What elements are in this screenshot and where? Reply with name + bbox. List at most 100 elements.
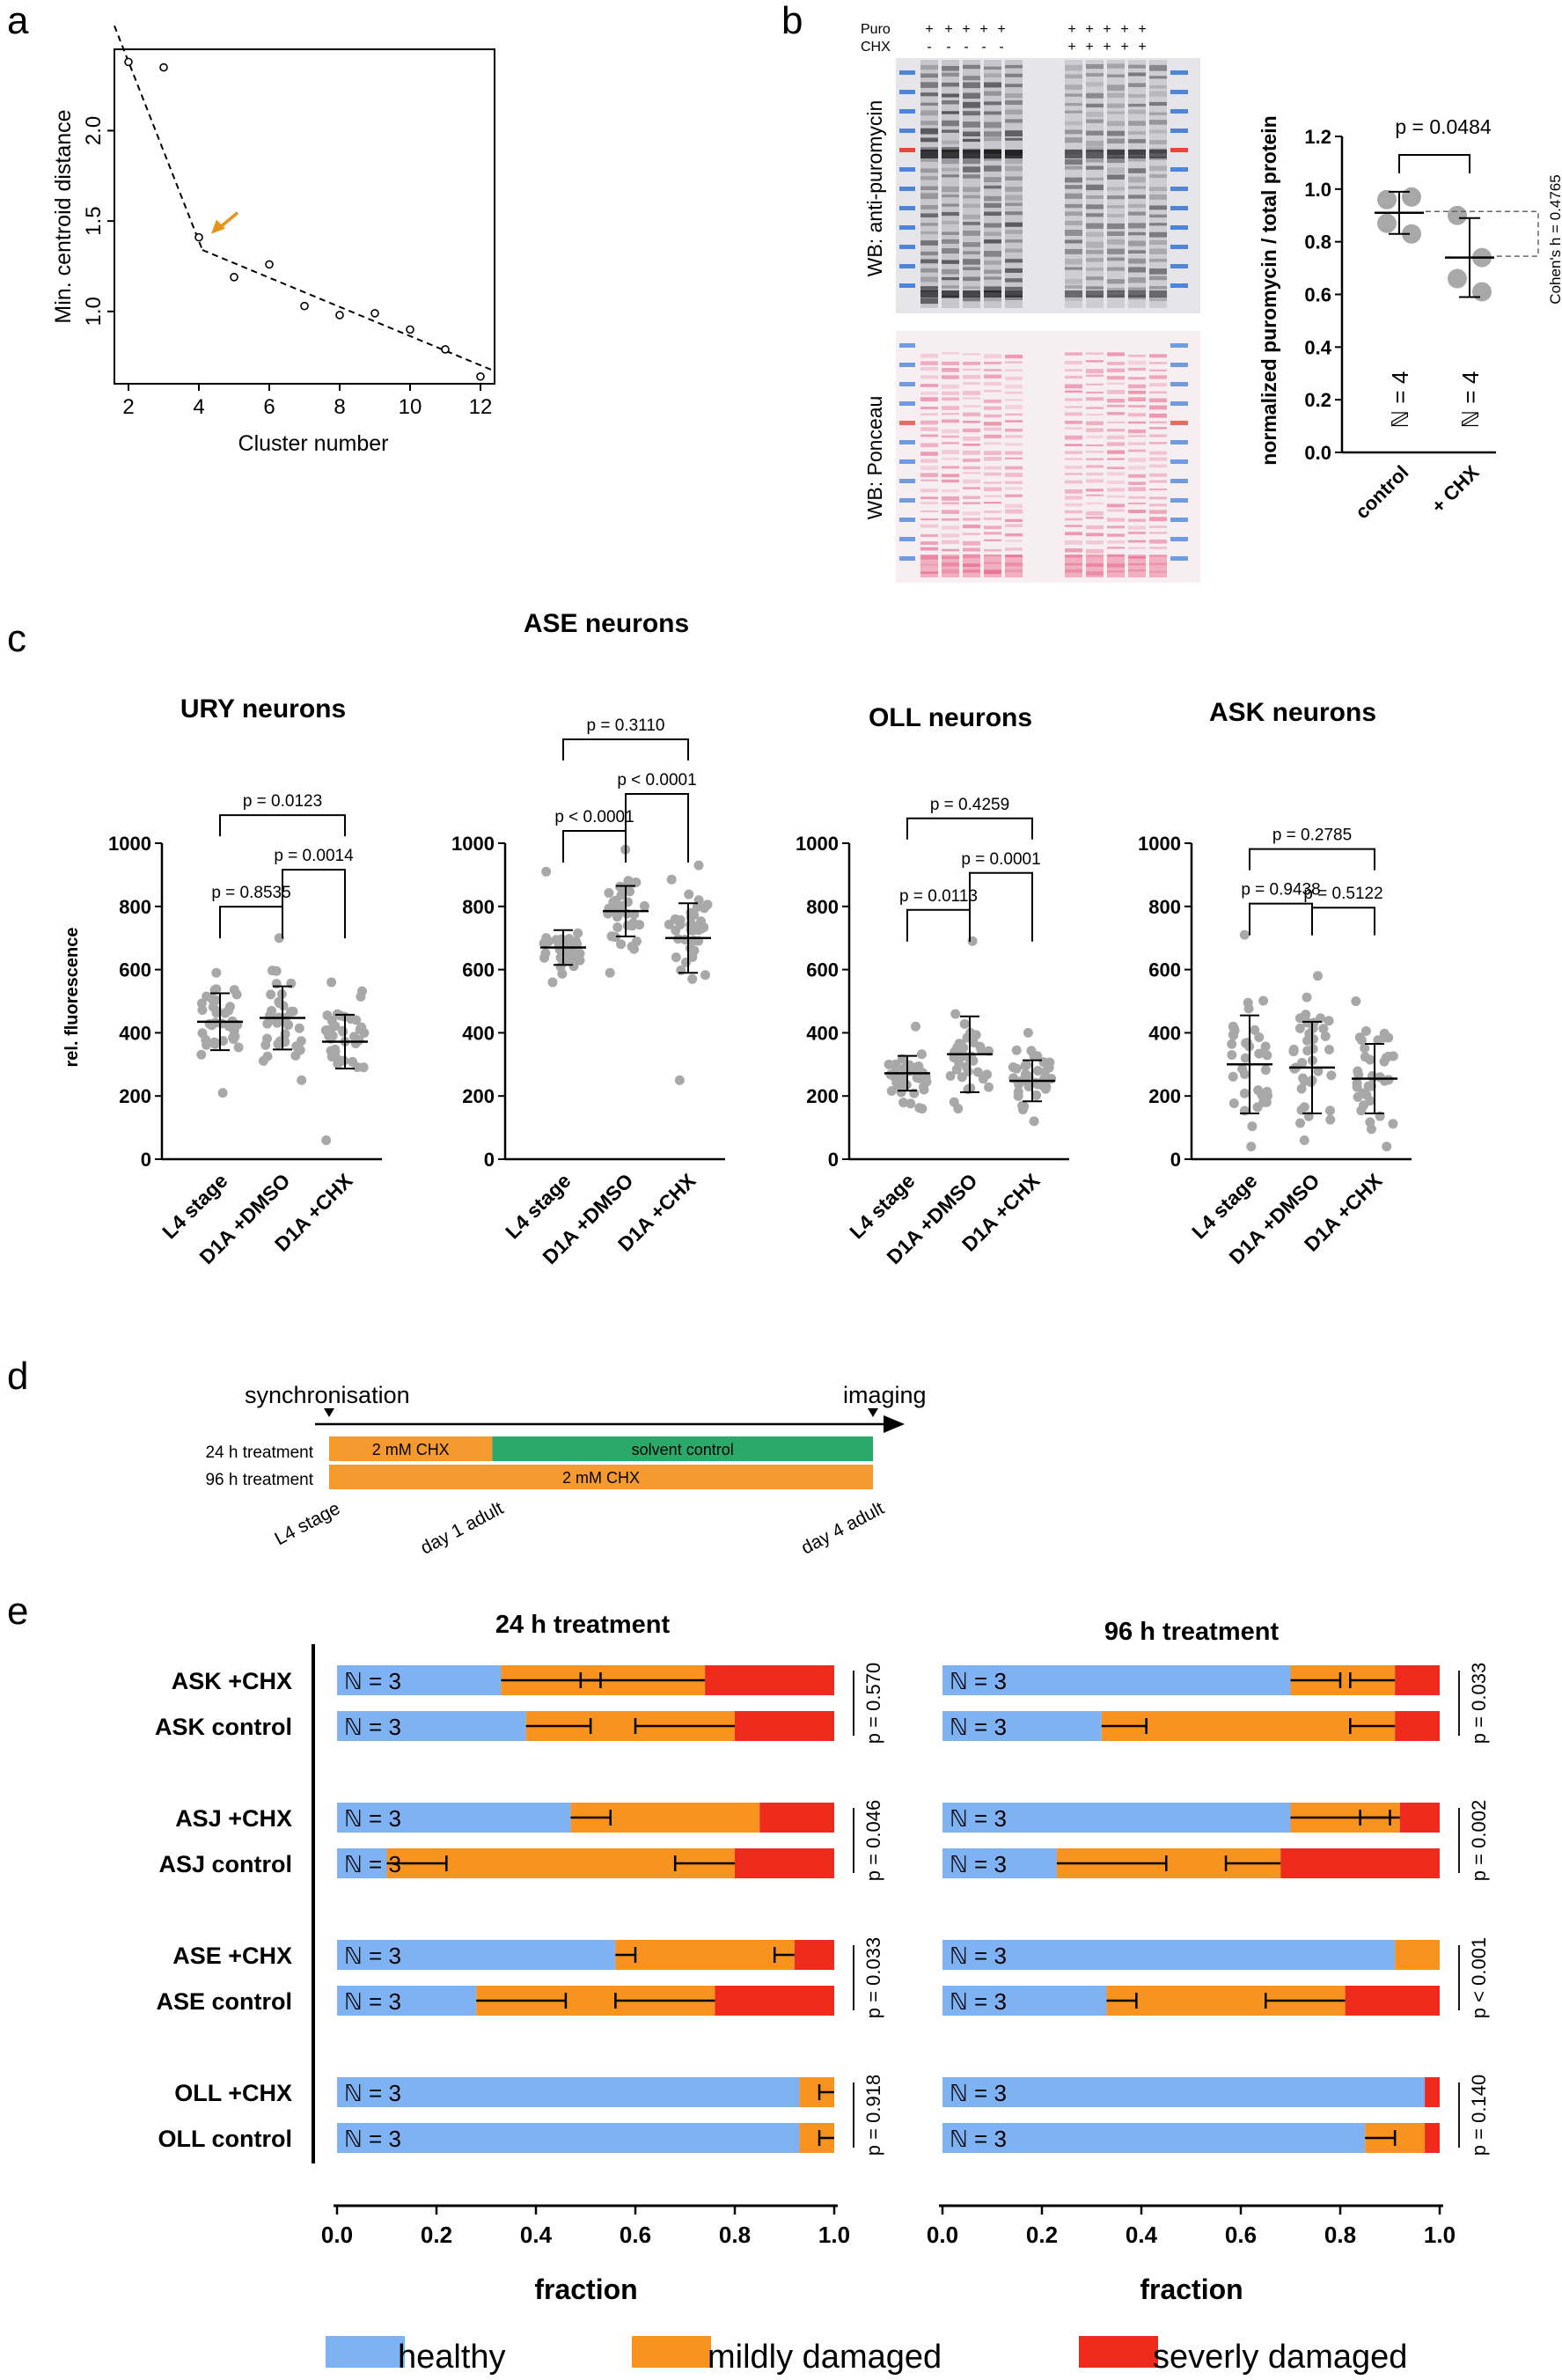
blot-band	[963, 82, 980, 89]
panel-e-row-label: OLL +CHX	[174, 2080, 292, 2106]
blot-lanes	[899, 60, 1188, 308]
blot-band	[1149, 223, 1167, 226]
blot-band	[1005, 130, 1023, 137]
ponceau-band	[942, 352, 959, 355]
panel-e-bar-healthy	[942, 1848, 1057, 1878]
blot-band	[984, 231, 1001, 236]
ponceau-band	[1005, 457, 1023, 459]
blot-band	[1149, 239, 1167, 245]
ponceau-band	[984, 548, 1001, 552]
panel-c-ytick-label: 1000	[796, 833, 839, 855]
ponceau-band	[920, 459, 938, 463]
panel-a-point	[230, 273, 238, 282]
panel-e-bar-healthy	[337, 1848, 387, 1878]
panel-e-bar-healthy	[337, 2077, 800, 2107]
blot-band	[963, 158, 980, 165]
blot-band	[1128, 186, 1146, 189]
ponceau-band	[942, 361, 959, 366]
ponceau-band	[1086, 374, 1104, 378]
blot-band	[920, 121, 938, 126]
panel-c-ytick-label: 200	[119, 1085, 151, 1107]
panel-c-point	[896, 1087, 906, 1098]
ponceau-band	[1065, 412, 1082, 416]
panel-c-point	[326, 977, 337, 988]
blot-band	[1128, 139, 1146, 143]
ponceau-ladder-band	[1170, 537, 1188, 541]
ponceau-band	[1128, 481, 1146, 485]
blot-band-strong	[920, 150, 938, 158]
panel-c-point	[687, 973, 698, 984]
ponceau-band	[942, 474, 959, 478]
blot-band	[1086, 103, 1104, 108]
ponceau-band	[1149, 473, 1167, 477]
blot-sign-chx: +	[1067, 40, 1075, 55]
ponceau-band	[1086, 488, 1104, 492]
blot-band	[963, 92, 980, 99]
ponceau-band	[963, 368, 980, 371]
ponceau-band	[1065, 421, 1082, 424]
blot-sign-chx: -	[946, 40, 950, 55]
blot-band	[920, 82, 938, 88]
ponceau-band	[942, 442, 959, 444]
panel-c-point	[1228, 1098, 1239, 1109]
blot-lane	[1107, 60, 1125, 308]
blot-band	[1107, 84, 1125, 92]
ponceau-band	[1005, 466, 1023, 470]
blot-band	[1107, 214, 1125, 217]
ponceau-band	[920, 434, 938, 437]
ponceau-band	[1065, 496, 1082, 500]
ponceau-band	[1005, 429, 1023, 432]
ponceau-band	[1107, 382, 1125, 385]
blot-band	[942, 129, 959, 133]
panel-c-point	[262, 1051, 273, 1061]
ponceau-band-bottom	[963, 555, 980, 577]
ponceau-band	[920, 541, 938, 545]
blot-band	[1086, 267, 1104, 271]
panel-c-point	[266, 989, 276, 1000]
panel-c-point	[898, 1098, 909, 1108]
panel-c-point	[606, 931, 617, 942]
blot-band	[942, 140, 959, 144]
ponceau-band	[1005, 569, 1023, 573]
legend-swatch-healthy	[326, 2336, 405, 2368]
ponceau-band	[963, 496, 980, 499]
blot-band	[920, 276, 938, 283]
panel-c-bracket-ab-label: p < 0.0001	[554, 808, 634, 826]
blot-anti-puromycin	[896, 58, 1200, 313]
blot-band-strong	[942, 290, 959, 298]
panel-c-point	[1299, 1076, 1309, 1086]
blot-band	[1107, 231, 1125, 237]
blot-ladder-band	[899, 245, 915, 249]
blot-band	[984, 269, 1001, 274]
panel-c-bracket-bc	[1311, 907, 1375, 936]
panel-e-bar-healthy	[337, 1803, 571, 1833]
ponceau-band-bottom	[1065, 555, 1082, 577]
ponceau-band	[1065, 375, 1082, 379]
blot-band	[920, 92, 938, 97]
blot-ladder-band	[899, 148, 915, 152]
panel-e-pvalue: p < 0.001	[1468, 1937, 1490, 2018]
blot-band	[1086, 112, 1104, 117]
blot-band	[1005, 222, 1023, 227]
panel-c-point	[217, 1088, 228, 1098]
panel-c-point	[290, 1050, 301, 1061]
ponceau-band	[1086, 548, 1104, 554]
blot-ladder-band	[1170, 264, 1188, 268]
panel-a-point	[194, 232, 203, 242]
blot-sign-chx: +	[1138, 40, 1146, 55]
ponceau-band	[1005, 503, 1023, 508]
ponceau-band	[920, 361, 938, 365]
panel-c-point	[541, 866, 552, 877]
blot-band	[1128, 203, 1146, 208]
ponceau-band	[1086, 563, 1104, 567]
blot-band	[1128, 156, 1146, 162]
panel-b-ylabel: normalized puromycin / total protein	[1258, 115, 1280, 465]
panel-c-bracket-ab-label: p = 0.9438	[1241, 881, 1320, 900]
panel-e-n-label: ℕ = 3	[950, 2080, 1007, 2106]
ponceau-band	[984, 390, 1001, 393]
blot-band	[942, 111, 959, 114]
ponceau-band	[920, 420, 938, 425]
panel-e-xtick-label: 0.4	[1126, 2222, 1158, 2248]
blot-band	[1065, 185, 1082, 189]
blot-band	[1107, 267, 1125, 271]
